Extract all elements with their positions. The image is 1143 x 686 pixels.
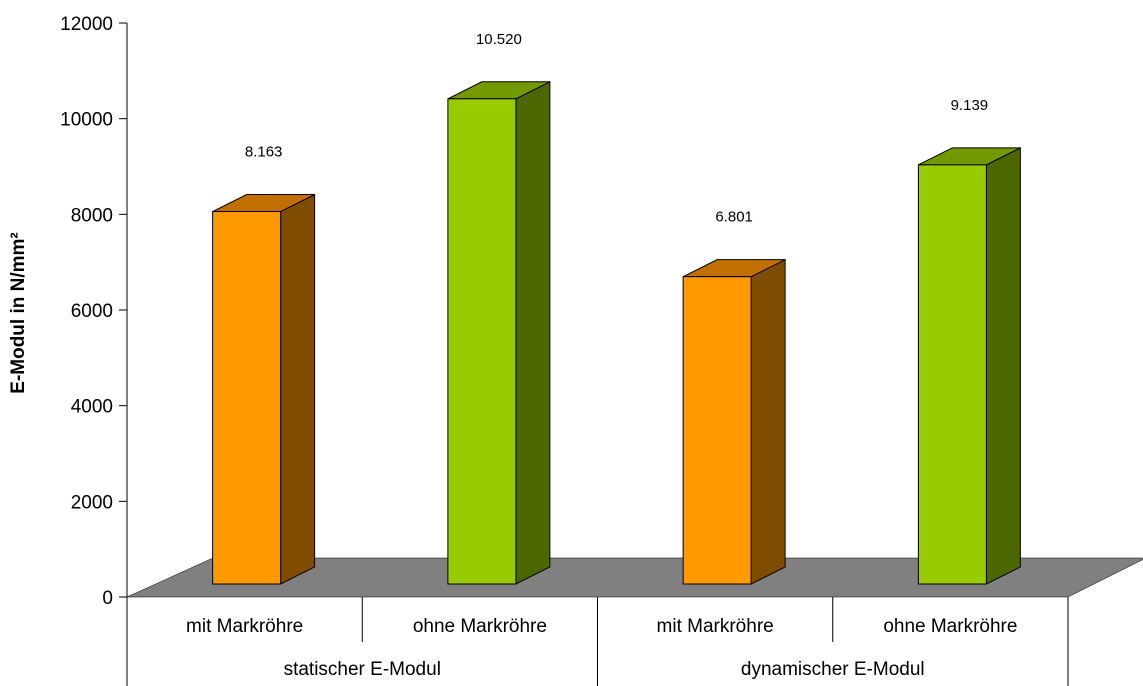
- bar: [212, 193, 316, 585]
- data-label: 8.163: [245, 144, 283, 161]
- bar-side: [515, 80, 551, 585]
- y-tick-label: 0: [102, 588, 113, 609]
- chart-floor: [126, 557, 1143, 598]
- bar-side: [750, 258, 786, 585]
- bar: [447, 80, 551, 585]
- bar-side: [280, 193, 316, 585]
- y-tick-label: 6000: [71, 301, 113, 322]
- bar: [917, 147, 1021, 585]
- y-tick-label: 4000: [71, 397, 113, 418]
- data-label: 10.520: [476, 31, 522, 48]
- group-label: statischer E-Modul: [284, 659, 441, 680]
- y-tick-label: 2000: [71, 492, 113, 513]
- bar-front: [682, 276, 752, 585]
- data-label: 9.139: [951, 97, 989, 114]
- y-tick-label: 8000: [71, 205, 113, 226]
- bar-front: [917, 164, 987, 585]
- category-label: mit Markröhre: [186, 616, 303, 637]
- bar-side: [985, 147, 1021, 585]
- y-tick-label: 10000: [60, 110, 113, 131]
- data-label: 6.801: [715, 209, 753, 226]
- category-label: ohne Markröhre: [883, 616, 1017, 637]
- group-label: dynamischer E-Modul: [741, 659, 925, 680]
- y-axis-title: E-Modul in N/mm²: [8, 232, 29, 393]
- bar-front: [447, 98, 517, 585]
- category-label: ohne Markröhre: [413, 616, 547, 637]
- category-label: mit Markröhre: [657, 616, 774, 637]
- y-tick-label: 12000: [60, 14, 113, 35]
- bar: [682, 258, 786, 585]
- bar-front: [212, 211, 282, 585]
